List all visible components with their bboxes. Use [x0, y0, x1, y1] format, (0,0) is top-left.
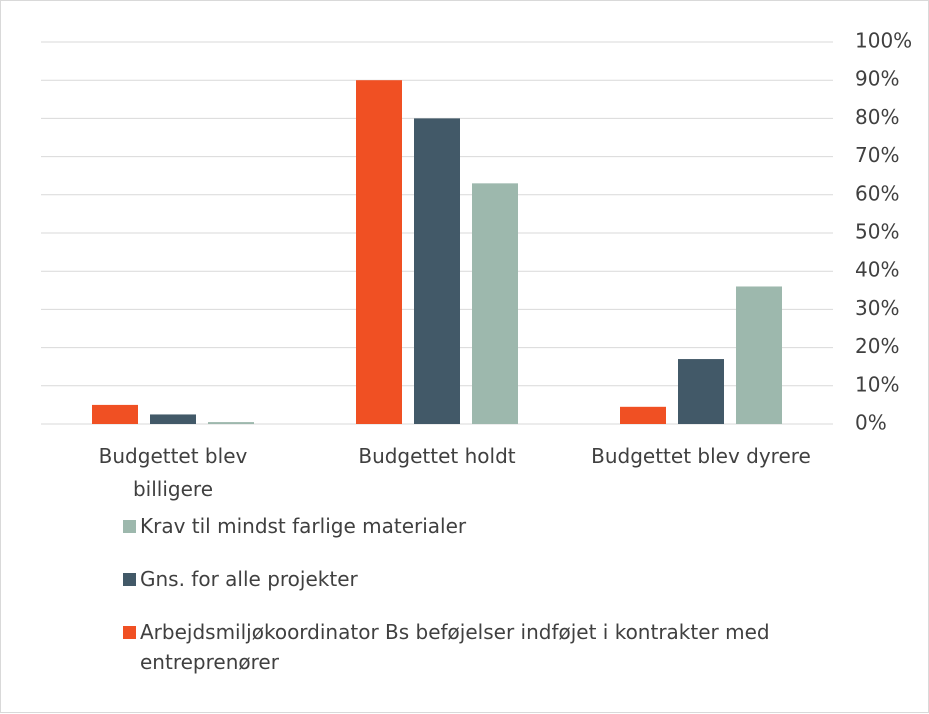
y-tick-label: 100%: [855, 29, 912, 53]
legend-label: Krav til mindst farlige materialer: [140, 514, 467, 538]
y-tick-label: 10%: [855, 372, 899, 396]
y-tick-label: 0%: [855, 411, 887, 435]
legend-item: Gns. for alle projekter: [123, 564, 863, 594]
y-tick-label: 50%: [855, 220, 899, 244]
legend-swatch: [123, 520, 136, 533]
x-tick-label: Budgettet blev dyrere: [591, 444, 811, 468]
legend-item: Krav til mindst farlige materialer: [123, 511, 863, 541]
y-tick-label: 70%: [855, 143, 899, 167]
bar: [414, 118, 460, 425]
x-tick-label: Budgettet holdt: [358, 444, 516, 468]
bar: [356, 80, 402, 424]
y-tick-label: 90%: [855, 67, 899, 91]
bar: [92, 404, 138, 424]
legend-label: Gns. for alle projekter: [140, 567, 358, 591]
bar: [678, 359, 724, 424]
bar: [472, 183, 518, 424]
legend-swatch: [123, 573, 136, 586]
y-tick-label: 60%: [855, 181, 899, 205]
y-tick-label: 30%: [855, 296, 899, 320]
bar: [620, 406, 666, 424]
bar: [208, 422, 254, 424]
bar: [736, 286, 782, 424]
legend-label: Arbejdsmiljøkoordinator Bs beføjelser in…: [140, 620, 770, 674]
bar: [150, 414, 196, 424]
y-tick-label: 20%: [855, 334, 899, 358]
legend-swatch: [123, 626, 136, 639]
x-tick-label: Budgettet blev billigere: [98, 444, 248, 501]
y-tick-label: 80%: [855, 105, 899, 129]
y-tick-label: 40%: [855, 258, 899, 282]
legend-item: Arbejdsmiljøkoordinator Bs beføjelser in…: [123, 617, 863, 677]
